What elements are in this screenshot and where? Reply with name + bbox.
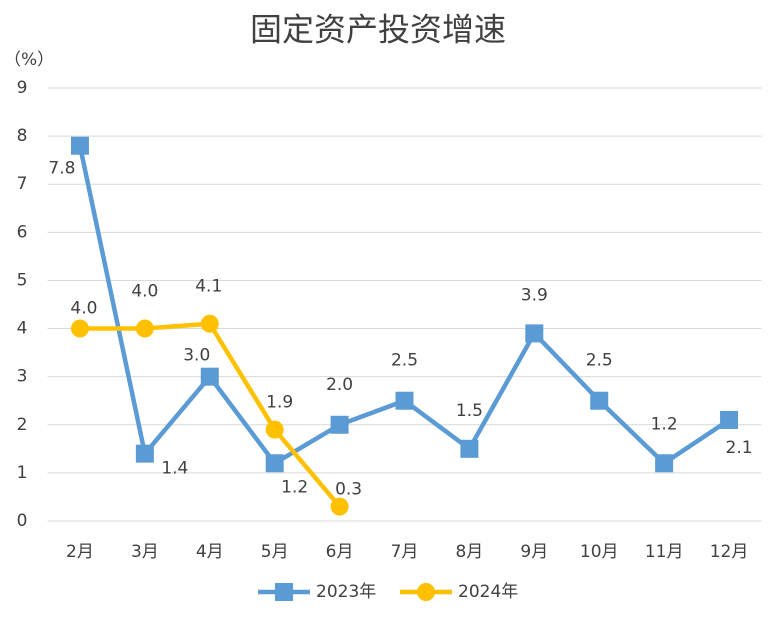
marker	[200, 314, 219, 333]
marker	[200, 367, 219, 386]
legend-label: 2023年	[316, 582, 376, 602]
x-tick-label: 7月	[391, 542, 419, 562]
marker	[395, 391, 414, 410]
marker	[525, 324, 544, 343]
marker	[135, 444, 154, 463]
data-label: 3.0	[183, 346, 210, 366]
marker	[265, 420, 284, 439]
y-tick-label: 3	[17, 367, 28, 387]
y-tick-label: 0	[17, 511, 28, 531]
chart-title: 固定资产投资增速	[250, 11, 506, 49]
data-label: 2.5	[391, 351, 418, 371]
data-label: 7.8	[48, 159, 75, 179]
x-tick-label: 8月	[455, 542, 483, 562]
y-tick-label: 4	[17, 319, 28, 339]
marker	[655, 454, 674, 473]
data-label: 1.2	[281, 477, 308, 497]
data-label: 2.5	[586, 351, 613, 371]
data-label: 0.3	[335, 480, 362, 500]
x-tick-label: 3月	[131, 542, 159, 562]
marker	[590, 391, 609, 410]
data-label: 1.4	[161, 459, 188, 479]
data-label: 4.0	[131, 282, 158, 302]
x-tick-label: 2月	[66, 542, 94, 562]
data-label: 4.1	[195, 277, 222, 297]
y-tick-label: 5	[17, 270, 28, 290]
legend-marker	[417, 583, 435, 601]
marker	[70, 319, 89, 338]
y-tick-label: 9	[17, 78, 28, 98]
y-tick-label: 7	[17, 174, 28, 194]
data-label: 1.2	[651, 414, 678, 434]
y-axis-label: （%）	[4, 50, 54, 70]
y-tick-label: 1	[17, 463, 28, 483]
legend-label: 2024年	[458, 582, 518, 602]
x-tick-label: 12月	[710, 542, 749, 562]
marker	[70, 136, 89, 155]
data-label: 2.0	[326, 375, 353, 395]
data-label: 3.9	[521, 285, 548, 305]
y-tick-label: 2	[17, 415, 28, 435]
data-label: 1.5	[456, 401, 483, 421]
marker	[330, 497, 349, 516]
marker	[720, 410, 739, 429]
x-tick-label: 11月	[645, 542, 684, 562]
y-tick-label: 8	[17, 126, 28, 146]
marker	[460, 439, 479, 458]
x-tick-label: 9月	[520, 542, 548, 562]
marker	[330, 415, 349, 434]
marker	[265, 454, 284, 473]
data-label: 2.1	[726, 438, 753, 458]
marker	[135, 319, 154, 338]
y-tick-label: 6	[17, 222, 28, 242]
series-line	[77, 145, 731, 466]
x-tick-label: 10月	[580, 542, 619, 562]
x-tick-label: 4月	[196, 542, 224, 562]
x-tick-label: 6月	[326, 542, 354, 562]
legend-marker	[275, 583, 293, 601]
x-tick-label: 5月	[261, 542, 289, 562]
data-label: 4.0	[70, 299, 97, 319]
data-label: 1.9	[266, 393, 293, 413]
